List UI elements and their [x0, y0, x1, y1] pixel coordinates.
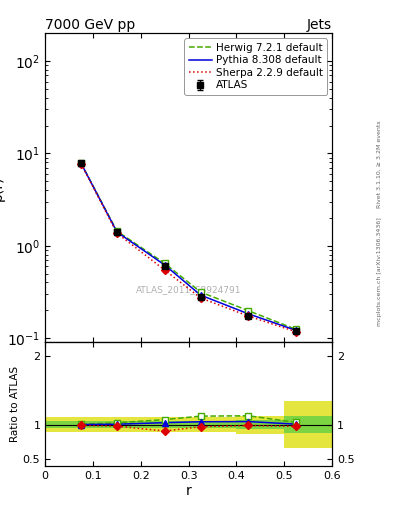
Herwig 7.2.1 default [115, 228, 119, 234]
Line: Pythia 8.308 default: Pythia 8.308 default [81, 163, 296, 330]
X-axis label: r: r [186, 483, 191, 498]
Sherpa 2.2.9 default [246, 313, 251, 319]
Pythia 8.308 default [198, 292, 203, 298]
Y-axis label: Ratio to ATLAS: Ratio to ATLAS [10, 366, 20, 442]
Herwig 7.2.1 default [246, 308, 251, 314]
Sherpa 2.2.9 default [198, 295, 203, 301]
Pythia 8.308 default [162, 262, 167, 268]
Herwig 7.2.1 default [294, 326, 299, 332]
Herwig 7.2.1 default [79, 160, 83, 166]
Pythia 8.308 default [115, 229, 119, 235]
Text: ATLAS_2011_S8924791: ATLAS_2011_S8924791 [136, 285, 241, 294]
Legend: Herwig 7.2.1 default, Pythia 8.308 default, Sherpa 2.2.9 default, ATLAS: Herwig 7.2.1 default, Pythia 8.308 defau… [184, 38, 327, 95]
Sherpa 2.2.9 default [115, 230, 119, 236]
Sherpa 2.2.9 default [294, 329, 299, 335]
Pythia 8.308 default [79, 160, 83, 166]
Text: 7000 GeV pp: 7000 GeV pp [45, 18, 136, 32]
Line: Sherpa 2.2.9 default: Sherpa 2.2.9 default [81, 164, 296, 332]
Y-axis label: ρ(r): ρ(r) [0, 175, 4, 201]
Herwig 7.2.1 default [198, 289, 203, 295]
Pythia 8.308 default [246, 311, 251, 317]
Line: Herwig 7.2.1 default: Herwig 7.2.1 default [81, 163, 296, 329]
Text: Jets: Jets [307, 18, 332, 32]
Text: Rivet 3.1.10, ≥ 3.2M events: Rivet 3.1.10, ≥ 3.2M events [377, 120, 382, 208]
Pythia 8.308 default [294, 327, 299, 333]
Sherpa 2.2.9 default [79, 161, 83, 167]
Herwig 7.2.1 default [162, 260, 167, 266]
Text: mcplots.cern.ch [arXiv:1306.3436]: mcplots.cern.ch [arXiv:1306.3436] [377, 217, 382, 326]
Sherpa 2.2.9 default [162, 267, 167, 273]
